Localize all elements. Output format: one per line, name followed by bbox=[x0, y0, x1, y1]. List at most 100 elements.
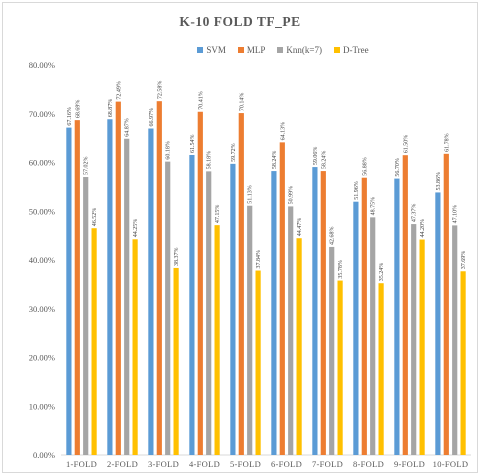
x-tick-label: 9-FOLD bbox=[394, 459, 425, 469]
bar-mlp bbox=[197, 111, 203, 455]
data-label: 37.69% bbox=[461, 251, 467, 270]
data-label: 50.99% bbox=[289, 186, 295, 205]
x-tick-label: 2-FOLD bbox=[107, 459, 138, 469]
data-label: 58.24% bbox=[272, 151, 278, 170]
data-label: 35.24% bbox=[379, 263, 385, 282]
legend-swatch bbox=[197, 47, 204, 53]
x-tick-label: 1-FOLD bbox=[66, 459, 97, 469]
data-label: 42.68% bbox=[330, 226, 336, 245]
bar-d-tree bbox=[255, 270, 261, 455]
y-tick-label: 10.00% bbox=[29, 401, 55, 411]
data-label: 51.13% bbox=[248, 185, 254, 204]
data-label: 68.69% bbox=[75, 100, 81, 119]
legend-item-1: MLP bbox=[237, 45, 266, 55]
legend-label: D-Tree bbox=[342, 45, 369, 55]
bar-svm bbox=[435, 192, 441, 455]
y-tick-label: 50.00% bbox=[29, 206, 55, 216]
data-label: 44.25% bbox=[133, 219, 139, 238]
bar-mlp bbox=[74, 120, 80, 455]
bar-svm bbox=[394, 178, 400, 455]
data-label: 53.86% bbox=[436, 172, 442, 191]
bar-knn-k-7- bbox=[124, 138, 130, 456]
data-label: 66.97% bbox=[149, 108, 155, 127]
x-tick-label: 4-FOLD bbox=[189, 459, 220, 469]
bar-knn-k-7- bbox=[83, 177, 89, 455]
data-label: 46.52% bbox=[92, 208, 98, 227]
legend-label: Knn(k=7) bbox=[286, 45, 322, 55]
data-label: 44.47% bbox=[297, 218, 303, 237]
bar-svm bbox=[189, 154, 195, 455]
data-label: 58.24% bbox=[321, 151, 327, 170]
legend-label: SVM bbox=[206, 45, 226, 55]
data-label: 72.58% bbox=[157, 81, 163, 100]
bar-knn-k-7- bbox=[452, 225, 458, 455]
bar-mlp bbox=[402, 155, 408, 455]
data-label: 51.96% bbox=[354, 181, 360, 200]
bar-mlp bbox=[361, 177, 367, 455]
data-label: 56.70% bbox=[395, 158, 401, 177]
chart-title: K-10 FOLD TF_PE bbox=[179, 14, 301, 29]
bar-mlp bbox=[279, 142, 285, 455]
bar-mlp bbox=[320, 171, 326, 455]
bar-svm bbox=[107, 119, 113, 455]
legend-swatch bbox=[277, 47, 284, 53]
bar-knn-k-7- bbox=[247, 205, 253, 455]
data-label: 70.41% bbox=[198, 91, 204, 110]
legend-label: MLP bbox=[246, 45, 266, 55]
bar-d-tree bbox=[378, 283, 384, 455]
bar-svm bbox=[271, 171, 277, 455]
legend-item-2: Knn(k=7) bbox=[277, 45, 322, 55]
bar-d-tree bbox=[460, 271, 466, 455]
data-label: 68.87% bbox=[108, 99, 114, 118]
x-tick-label: 7-FOLD bbox=[312, 459, 343, 469]
x-tick-label: 6-FOLD bbox=[271, 459, 302, 469]
data-label: 56.88% bbox=[362, 157, 368, 176]
data-label: 61.50% bbox=[403, 135, 409, 154]
x-tick-label: 3-FOLD bbox=[148, 459, 179, 469]
bar-svm bbox=[312, 167, 318, 455]
data-label: 59.06% bbox=[313, 147, 319, 166]
bar-d-tree bbox=[337, 280, 343, 455]
x-tick-label: 8-FOLD bbox=[353, 459, 384, 469]
data-label: 44.20% bbox=[420, 219, 426, 238]
data-label: 64.87% bbox=[125, 118, 131, 137]
data-label: 47.15% bbox=[215, 205, 221, 224]
bar-svm bbox=[66, 127, 72, 455]
data-label: 58.18% bbox=[207, 151, 213, 170]
bar-knn-k-7- bbox=[288, 206, 294, 455]
data-label: 57.02% bbox=[84, 157, 90, 176]
bar-knn-k-7- bbox=[370, 217, 376, 455]
data-label: 35.78% bbox=[338, 260, 344, 279]
y-tick-label: 40.00% bbox=[29, 255, 55, 265]
data-label: 61.54% bbox=[190, 134, 196, 153]
legend-item-0: SVM bbox=[197, 45, 226, 55]
data-label: 67.16% bbox=[67, 107, 73, 126]
data-label: 72.49% bbox=[116, 81, 122, 100]
y-tick-label: 30.00% bbox=[29, 304, 55, 314]
bar-mlp bbox=[115, 101, 121, 455]
chart-plot: 0.00% 10.00% 20.00% 30.00% 40.00% 50.00% 60.00… bbox=[29, 60, 471, 469]
y-tick-label: 80.00% bbox=[29, 60, 55, 70]
y-tick-label: 60.00% bbox=[29, 158, 55, 168]
data-label: 59.72% bbox=[231, 143, 237, 162]
legend-swatch bbox=[333, 47, 340, 53]
bar-svm bbox=[148, 128, 154, 455]
legend-swatch bbox=[237, 47, 244, 53]
bar-d-tree bbox=[132, 239, 138, 455]
bar-d-tree bbox=[173, 267, 179, 455]
y-tick-label: 20.00% bbox=[29, 353, 55, 363]
bar-d-tree bbox=[419, 239, 425, 455]
bar-d-tree bbox=[91, 228, 97, 455]
bar-knn-k-7- bbox=[329, 246, 335, 455]
x-tick-label: 5-FOLD bbox=[230, 459, 261, 469]
bar-mlp bbox=[238, 113, 244, 455]
bar-d-tree bbox=[214, 225, 220, 455]
data-label: 48.75% bbox=[371, 197, 377, 216]
data-label: 38.37% bbox=[174, 247, 180, 266]
bar-knn-k-7- bbox=[165, 161, 171, 455]
bar-d-tree bbox=[296, 238, 302, 455]
x-tick-label: 10-FOLD bbox=[433, 459, 469, 469]
data-label: 37.84% bbox=[256, 250, 262, 269]
legend-item-3: D-Tree bbox=[333, 45, 369, 55]
